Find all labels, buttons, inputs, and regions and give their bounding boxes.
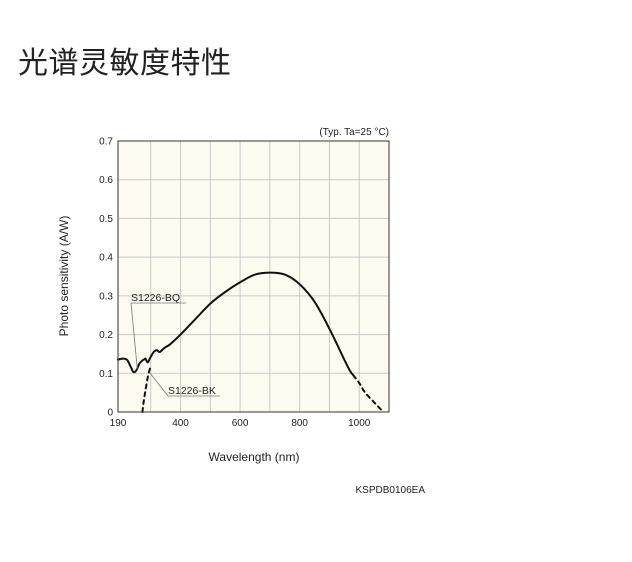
x-axis-label: Wavelength (nm) (209, 450, 300, 464)
x-tick-label: 600 (232, 418, 249, 429)
plot-frame (117, 140, 390, 413)
condition-note: (Typ. Ta=25 °C) (319, 127, 389, 138)
annotation-leader (130, 302, 138, 370)
y-tick-label: 0.6 (99, 175, 113, 186)
y-tick-label: 0.5 (99, 214, 113, 225)
series-line-segment-2 (144, 271, 355, 377)
x-tick-label: 1000 (348, 418, 371, 429)
page-title: 光谱灵敏度特性 (18, 46, 232, 81)
annotation-label: S1226-BK (168, 385, 216, 397)
x-tick-label: 190 (110, 418, 127, 429)
axis-ticks: 0 0.1 0.2 0.3 0.4 0.5 0.6 0.7 190 400 600 800 1000 (99, 137, 371, 430)
grid-lines (117, 141, 389, 412)
y-tick-label: 0 (107, 408, 113, 419)
annotation-label: S1226-BQ (131, 292, 180, 304)
figure-code: KSPDB0106EA (356, 485, 426, 496)
plot-area (118, 141, 389, 412)
x-tick-label: 800 (291, 418, 308, 429)
y-tick-label: 0.1 (99, 369, 113, 380)
annotations: S1226-BQ S1226-BK (130, 292, 220, 397)
annotation-leader (149, 373, 169, 397)
y-tick-label: 0.3 (99, 291, 113, 302)
y-tick-label: 0.2 (99, 330, 113, 341)
series-lines (117, 271, 383, 413)
y-axis-label: Photo sensitivity (A/W) (57, 216, 71, 337)
x-tick-label: 400 (172, 418, 189, 429)
y-tick-label: 0.7 (99, 137, 113, 148)
series-line-s1226-bq (117, 357, 147, 374)
y-tick-label: 0.4 (99, 253, 113, 264)
